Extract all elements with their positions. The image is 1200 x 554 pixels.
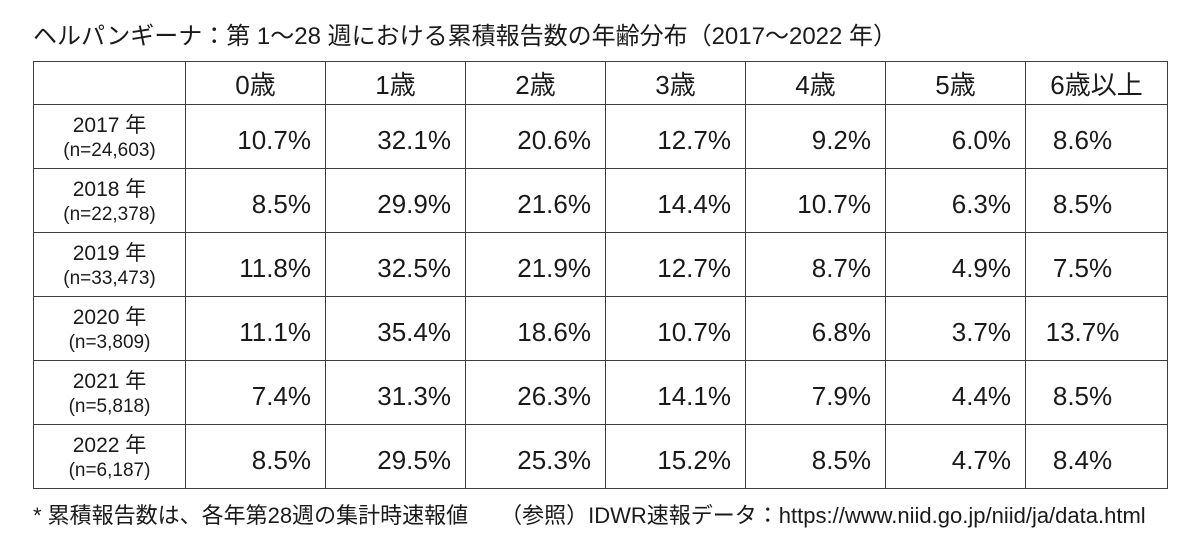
cell-value: 14.1% — [605, 360, 746, 425]
row-n-label: (n=5,818) — [68, 395, 151, 417]
row-year-label: 2018 年 — [72, 178, 147, 202]
row-header-2020: 2020 年 (n=3,809) — [33, 296, 186, 361]
table-row-2019: 2019 年 (n=33,473) 11.8% 32.5% 21.9% 12.7… — [33, 232, 1168, 297]
corner-cell — [33, 61, 186, 105]
cell-value: 7.4% — [185, 360, 326, 425]
cell-value: 21.9% — [465, 232, 606, 297]
cell-value: 8.5% — [1025, 360, 1168, 425]
table-row-2018: 2018 年 (n=22,378) 8.5% 29.9% 21.6% 14.4%… — [33, 168, 1168, 233]
row-year-label: 2017 年 — [72, 114, 147, 138]
column-header-age2: 2歳 — [465, 61, 606, 105]
cell-value: 14.4% — [605, 168, 746, 233]
cell-value: 8.7% — [745, 232, 886, 297]
cell-value: 32.1% — [325, 104, 466, 169]
cell-value: 31.3% — [325, 360, 466, 425]
cell-value: 10.7% — [185, 104, 326, 169]
cell-value: 6.3% — [885, 168, 1026, 233]
cell-value: 8.5% — [185, 168, 326, 233]
column-header-age1: 1歳 — [325, 61, 466, 105]
table-row-2017: 2017 年 (n=24,603) 10.7% 32.1% 20.6% 12.7… — [33, 104, 1168, 169]
table-row-2021: 2021 年 (n=5,818) 7.4% 31.3% 26.3% 14.1% … — [33, 360, 1168, 425]
footnote-text: * 累積報告数は、各年第28週の集計時速報値 — [33, 503, 469, 528]
cell-value: 6.8% — [745, 296, 886, 361]
column-header-age6plus: 6歳以上 — [1025, 61, 1168, 105]
header-row: 0歳 1歳 2歳 3歳 4歳 5歳 6歳以上 — [33, 61, 1168, 105]
figure-title: ヘルパンギーナ：第 1～28 週における累積報告数の年齢分布（2017～2022… — [33, 23, 898, 50]
row-year-label: 2022 年 — [72, 434, 147, 458]
column-header-age4: 4歳 — [745, 61, 886, 105]
cell-value: 12.7% — [605, 232, 746, 297]
table-row-2022: 2022 年 (n=6,187) 8.5% 29.5% 25.3% 15.2% … — [33, 424, 1168, 489]
row-year-label: 2021 年 — [72, 370, 147, 394]
cell-value: 8.6% — [1025, 104, 1168, 169]
cell-value: 9.2% — [745, 104, 886, 169]
cell-value: 15.2% — [605, 424, 746, 489]
cell-value: 29.9% — [325, 168, 466, 233]
cell-value: 4.7% — [885, 424, 1026, 489]
row-n-label: (n=24,603) — [63, 139, 156, 161]
cell-value: 11.8% — [185, 232, 326, 297]
age-distribution-table: 0歳 1歳 2歳 3歳 4歳 5歳 6歳以上 2017 年 (n=24,603)… — [33, 61, 1168, 489]
cell-value: 3.7% — [885, 296, 1026, 361]
footnote: * 累積報告数は、各年第28週の集計時速報値 （参照）IDWR速報データ：http… — [33, 498, 1168, 530]
cell-value: 10.7% — [605, 296, 746, 361]
cell-value: 35.4% — [325, 296, 466, 361]
row-header-2019: 2019 年 (n=33,473) — [33, 232, 186, 297]
row-year-label: 2020 年 — [72, 306, 147, 330]
cell-value: 8.5% — [745, 424, 886, 489]
row-header-2022: 2022 年 (n=6,187) — [33, 424, 186, 489]
row-n-label: (n=33,473) — [63, 267, 156, 289]
cell-value: 8.5% — [1025, 168, 1168, 233]
row-year-label: 2019 年 — [72, 242, 147, 266]
row-n-label: (n=6,187) — [68, 459, 151, 481]
cell-value: 32.5% — [325, 232, 466, 297]
row-n-label: (n=22,378) — [63, 203, 156, 225]
cell-value: 29.5% — [325, 424, 466, 489]
cell-value: 7.5% — [1025, 232, 1168, 297]
column-header-age3: 3歳 — [605, 61, 746, 105]
cell-value: 6.0% — [885, 104, 1026, 169]
cell-value: 7.9% — [745, 360, 886, 425]
cell-value: 10.7% — [745, 168, 886, 233]
cell-value: 4.4% — [885, 360, 1026, 425]
cell-value: 21.6% — [465, 168, 606, 233]
cell-value: 26.3% — [465, 360, 606, 425]
source-reference: （参照）IDWR速報データ：https://www.niid.go.jp/nii… — [500, 503, 1146, 528]
row-header-2017: 2017 年 (n=24,603) — [33, 104, 186, 169]
cell-value: 12.7% — [605, 104, 746, 169]
cell-value: 11.1% — [185, 296, 326, 361]
row-header-2021: 2021 年 (n=5,818) — [33, 360, 186, 425]
row-header-2018: 2018 年 (n=22,378) — [33, 168, 186, 233]
cell-value: 13.7% — [1025, 296, 1168, 361]
row-n-label: (n=3,809) — [68, 331, 151, 353]
table-row-2020: 2020 年 (n=3,809) 11.1% 35.4% 18.6% 10.7%… — [33, 296, 1168, 361]
cell-value: 18.6% — [465, 296, 606, 361]
column-header-age5: 5歳 — [885, 61, 1026, 105]
column-header-age0: 0歳 — [185, 61, 326, 105]
cell-value: 20.6% — [465, 104, 606, 169]
cell-value: 25.3% — [465, 424, 606, 489]
cell-value: 8.5% — [185, 424, 326, 489]
cell-value: 8.4% — [1025, 424, 1168, 489]
cell-value: 4.9% — [885, 232, 1026, 297]
